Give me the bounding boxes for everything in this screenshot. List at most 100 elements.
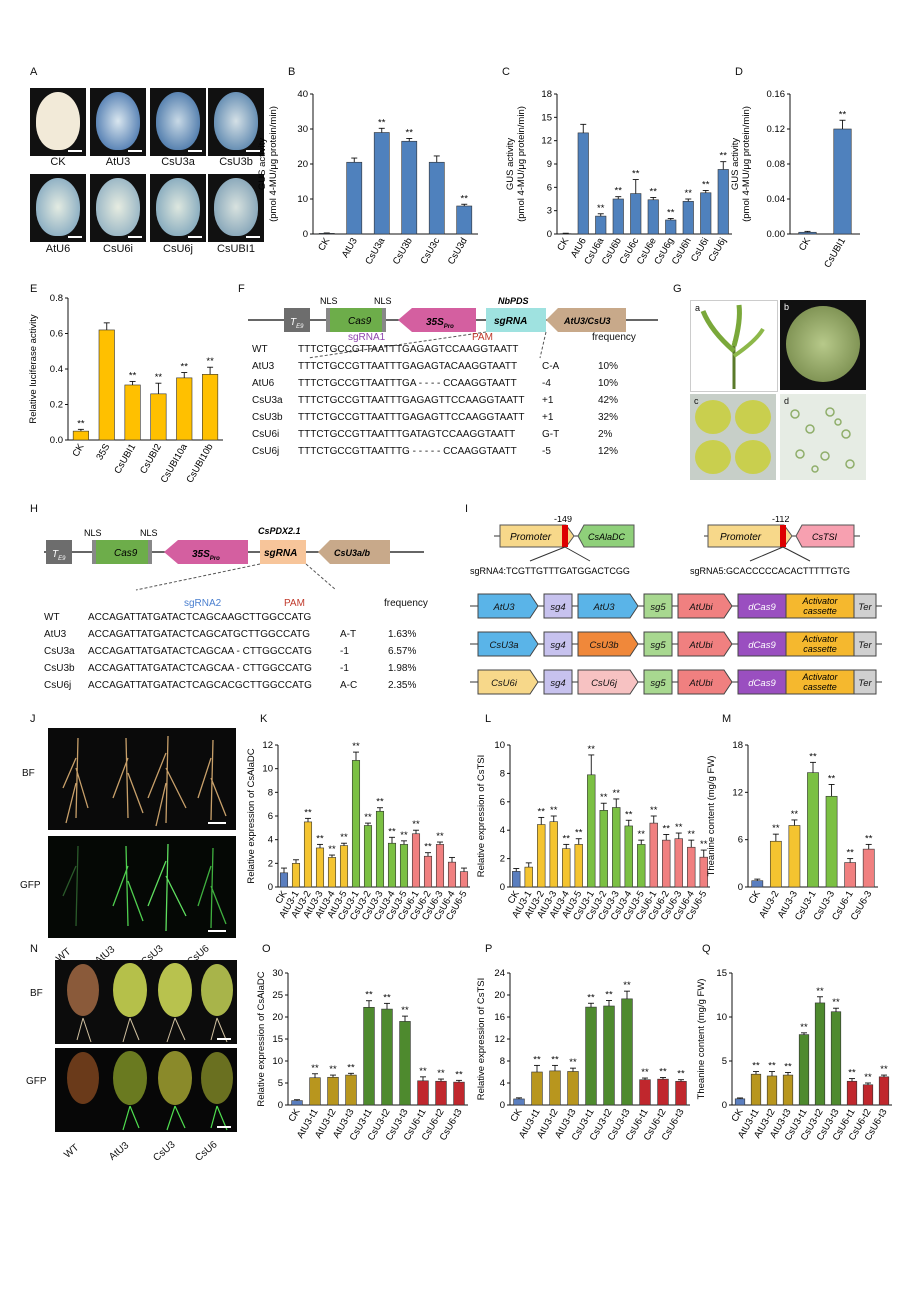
- leaf-photo-csu3b: [208, 88, 264, 156]
- construct-label: AtUbi: [688, 602, 713, 613]
- y-tick-label: 6: [547, 182, 552, 193]
- 35s-promoter-box: [398, 308, 476, 332]
- y-tick-label: 12: [494, 1034, 505, 1045]
- significance-label: **: [613, 788, 621, 799]
- bar: [327, 1076, 339, 1106]
- y-tick-label: 0.6: [50, 329, 63, 340]
- bar: [782, 1074, 794, 1106]
- bar: [846, 1080, 858, 1106]
- 35s-text: 35SPro: [426, 317, 454, 330]
- y-tick-label: 0.08: [767, 159, 786, 170]
- f-alignment-seq: TTTCTGCCGTTAATTTGATAGTCCAAGGTAATT: [298, 429, 516, 440]
- bar: [675, 1081, 687, 1106]
- h-alignment-name: AtU3: [44, 629, 67, 640]
- construct-label: sg5: [650, 678, 666, 689]
- x-tick-label: CK: [316, 235, 332, 253]
- y-tick-label: 0: [303, 229, 308, 240]
- 35s-promoter-box-h: [164, 540, 248, 564]
- significance-label: **: [129, 370, 137, 381]
- y-tick-label: 10: [716, 1012, 727, 1023]
- x-tick-label: CsU3c: [419, 236, 443, 266]
- significance-label: **: [563, 833, 571, 844]
- f-alignment-name: CsU6i: [252, 429, 280, 440]
- bar: [599, 810, 608, 888]
- significance-label: **: [650, 805, 658, 816]
- te9-text: TE9: [290, 317, 304, 330]
- f-alignment-name: AtU3: [252, 361, 275, 372]
- panel-label-c: C: [502, 66, 510, 78]
- svg-text:Promoter: Promoter: [720, 532, 762, 543]
- bar: [456, 205, 473, 235]
- h-alignment-name: CsU6j: [44, 680, 72, 691]
- construct-element: [577, 669, 639, 695]
- construct-label: Ter: [858, 602, 872, 613]
- f-alignment-row: WT TTTCTGCCGTTAATTTGAGAGTCCAAGGTAATT: [252, 344, 682, 361]
- h-alignment-row: CsU6j ACCAGATTATGATACTCAGCACGCTTGGCCATG A-…: [44, 680, 464, 697]
- significance-label: **: [401, 1005, 409, 1016]
- y-axis-title: Relative luciferase activity: [28, 314, 39, 424]
- leaf-label-csu3b: CsU3b: [219, 156, 253, 168]
- cas9-box: [330, 308, 382, 332]
- construct-label: dCas9: [748, 640, 776, 651]
- f-alignment-seq: TTTCTGCCGTTAATTTGAGAGTTCCAAGGTAATT: [298, 412, 525, 423]
- x-tick-label: CsUBI1: [822, 236, 848, 270]
- bar: [630, 193, 642, 235]
- construct-element: [577, 593, 639, 619]
- y-tick-label: 2: [500, 854, 505, 865]
- h-alignment-seq: ACCAGATTATGATACTCAGCAA - CTTGGCCATG: [88, 646, 312, 657]
- pam-label-f: PAM: [472, 332, 493, 343]
- bar: [750, 1073, 762, 1106]
- svg-text:sgRNA: sgRNA: [264, 548, 297, 559]
- bar: [587, 774, 596, 888]
- construct-label: sg4: [550, 602, 565, 613]
- leaf-photo-csu3a: [150, 88, 206, 156]
- significance-label: **: [828, 773, 836, 784]
- promoter-atu3-csu3-box: [546, 308, 626, 332]
- f-alignment-seq: TTTCTGCCGTTAATTTGAGAGTACAAGGTAATT: [298, 361, 518, 372]
- chart-c: 0 3 6 9 12 15 18 GUS activity(pmol 4-MU/μg prot…: [505, 89, 732, 267]
- panel-n-sample-labels: WT AtU3 CsU3 CsU6: [60, 1139, 250, 1170]
- svg-text:NLS: NLS: [84, 528, 102, 538]
- bar: [351, 760, 361, 888]
- construct-label: AtU3: [492, 602, 515, 613]
- significance-label: **: [461, 193, 469, 204]
- bar: [399, 1021, 411, 1106]
- bar: [662, 839, 671, 888]
- bar: [531, 1071, 543, 1106]
- h-alignment-freq: 2.35%: [388, 680, 417, 691]
- leaves-gfp-photo: [55, 1048, 237, 1132]
- construct-label: Ter: [858, 678, 872, 689]
- construct-element: [477, 669, 539, 695]
- bar: [717, 169, 729, 235]
- bar: [769, 840, 782, 888]
- h-alignment-freq: 1.63%: [388, 629, 417, 640]
- x-tick-label: CsU3d: [446, 236, 470, 267]
- bar: [363, 825, 373, 888]
- chart-b: 0 10 20 30 40 GUS activity(pmol 4-MU/μg prote…: [257, 89, 478, 267]
- panel-label-b: B: [288, 66, 296, 78]
- significance-label: **: [419, 1066, 427, 1077]
- chart-e: 0.0 0.2 0.4 0.6 0.8 Relative luciferase activ…: [28, 293, 223, 485]
- y-tick-label: 20: [272, 1012, 283, 1023]
- y-tick-label: 8: [500, 1056, 505, 1067]
- significance-label: **: [328, 844, 336, 855]
- significance-label: **: [784, 1061, 792, 1072]
- significance-label: **: [340, 832, 348, 843]
- bar: [373, 132, 390, 235]
- y-tick-label: 6: [268, 811, 273, 822]
- construct-label: Activator: [801, 596, 838, 606]
- f-alignment-freq: 32%: [598, 412, 619, 423]
- nls1-text: NLS: [320, 296, 338, 306]
- protoplast-wells-photo: c: [690, 394, 776, 480]
- construct-element: [677, 669, 733, 695]
- significance-label: **: [688, 829, 696, 840]
- pam-label-h: PAM: [284, 598, 305, 609]
- significance-label: **: [155, 372, 163, 383]
- x-tick-label: CsU3a: [363, 235, 387, 266]
- h-alignment-seq: ACCAGATTATGATACTCAGCAAGCTTGGCCATG: [88, 612, 312, 623]
- bar: [428, 161, 445, 235]
- f-alignment-name: CsU3a: [252, 395, 283, 406]
- significance-label: **: [832, 997, 840, 1008]
- construct-label: cassette: [803, 606, 837, 616]
- f-alignment-row: AtU6 TTTCTGCCGTTAATTTGA - - - - CCAAGGTAA…: [252, 378, 682, 395]
